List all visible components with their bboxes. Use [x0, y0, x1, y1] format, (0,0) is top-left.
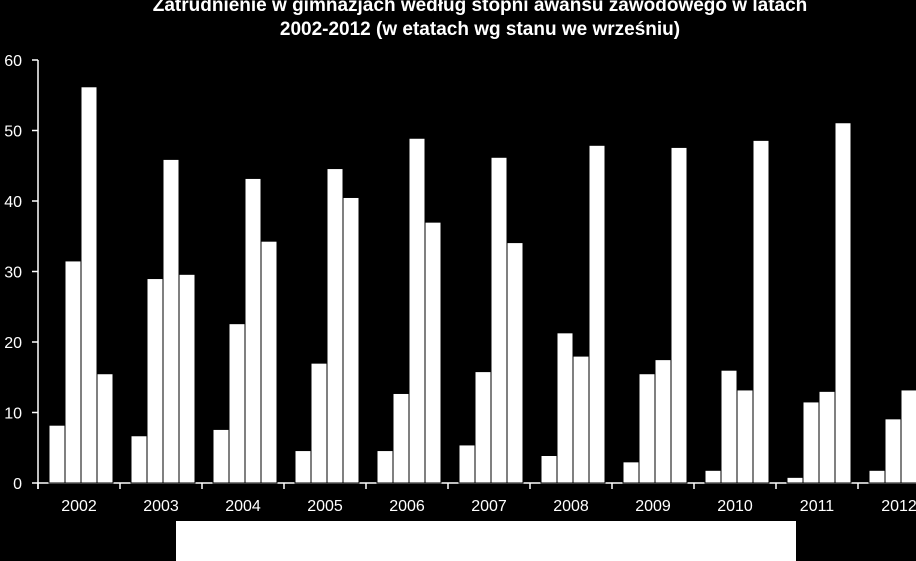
chart-bars: [48, 86, 916, 484]
bar: [408, 137, 426, 484]
y-tick-label: 30: [4, 265, 22, 282]
y-tick-label: 0: [13, 476, 22, 493]
x-tick-label: 2002: [61, 498, 97, 515]
x-tick-label: 2005: [307, 498, 343, 515]
bar: [736, 389, 754, 484]
bar: [424, 221, 442, 484]
bar: [310, 362, 328, 484]
x-tick-label: 2010: [717, 498, 753, 515]
bar: [342, 196, 360, 484]
bar: [670, 146, 688, 484]
x-tick-label: 2003: [143, 498, 179, 515]
bar: [540, 455, 558, 484]
chart-title: Zatrudnienie w gimnazjach według stopni …: [0, 0, 916, 42]
bar: [474, 371, 492, 484]
bar: [260, 240, 278, 484]
bar: [802, 401, 820, 484]
bar: [556, 332, 574, 484]
bar: [244, 177, 262, 484]
bar: [818, 390, 836, 484]
x-tick-label: 2004: [225, 498, 261, 515]
bar: [48, 424, 66, 484]
y-tick-label: 10: [4, 406, 22, 423]
bar: [130, 435, 148, 484]
bar-chart: 0 10 20 30 40 50 60 2002 2003 2004 2005 2006 2007 200…: [4, 53, 916, 515]
x-tick-label: 2011: [800, 498, 835, 515]
bar: [64, 260, 82, 484]
chart-title-line-1: Zatrudnienie w gimnazjach według stopni …: [152, 0, 808, 16]
bar: [80, 86, 98, 484]
bar: [868, 469, 886, 484]
bar: [884, 418, 902, 484]
x-tick-label: 2009: [635, 498, 671, 515]
bar: [704, 469, 722, 484]
bar: [588, 144, 606, 484]
bar: [162, 158, 180, 484]
bar: [490, 156, 508, 484]
bar: [376, 450, 394, 484]
chart-title-line-2: 2002-2012 (w etatach wg stanu we wrześni…: [279, 19, 681, 40]
legend: [176, 521, 796, 561]
bar: [654, 359, 672, 484]
bar: [458, 444, 476, 484]
bar: [228, 323, 246, 484]
bar: [720, 369, 738, 484]
y-tick-label: 60: [4, 53, 22, 70]
y-tick-label: 50: [4, 124, 22, 141]
x-tick-label: 2008: [553, 498, 589, 515]
x-tick-label: 2006: [389, 498, 425, 515]
bar: [212, 428, 230, 484]
y-tick-label: 40: [4, 194, 22, 211]
bar: [392, 392, 410, 484]
bar: [178, 273, 196, 484]
bar: [622, 461, 640, 484]
y-tick-label: 20: [4, 335, 22, 352]
chart-tick-labels: 0 10 20 30 40 50 60 2002 2003 2004 2005 2006 2007 200…: [4, 53, 916, 515]
bar: [146, 278, 164, 484]
bar: [638, 373, 656, 484]
bar: [572, 355, 590, 484]
bar: [294, 450, 312, 484]
bar: [900, 389, 916, 484]
bar: [752, 139, 770, 484]
bar: [786, 476, 804, 484]
bar: [326, 168, 344, 484]
bar: [506, 242, 524, 484]
bar: [834, 122, 852, 484]
x-tick-label: 2007: [471, 498, 507, 515]
bar: [96, 373, 114, 484]
x-tick-label: 2012: [881, 498, 916, 515]
